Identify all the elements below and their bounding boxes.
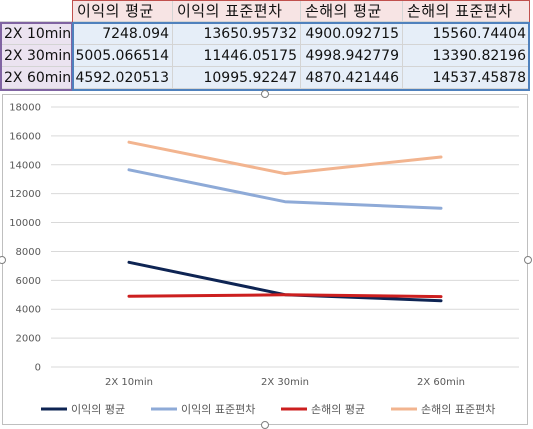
y-tick-label: 6000 — [16, 276, 41, 287]
y-tick-label: 8000 — [16, 247, 41, 258]
header-cell-loss-stdev[interactable]: 손해의 표준편차 — [403, 0, 530, 22]
legend-label: 손해의 평균 — [311, 402, 365, 416]
table-cell[interactable]: 11446.05175 — [173, 45, 301, 67]
table-cell[interactable]: 13650.95732 — [173, 23, 301, 45]
x-tick-label: 2X 30min — [261, 377, 309, 388]
row-label-cell[interactable]: 2X 60min — [0, 67, 73, 89]
resize-handle-bottom-center[interactable] — [261, 421, 269, 429]
table-cell[interactable]: 5005.066514 — [73, 45, 173, 67]
y-tick-label: 14000 — [9, 160, 41, 171]
resize-handle-middle-left[interactable] — [0, 256, 6, 264]
x-tick-label: 2X 60min — [417, 377, 465, 388]
series-line-4[interactable] — [127, 140, 443, 176]
row-label-cell[interactable]: 2X 30min — [0, 45, 73, 67]
table-cell[interactable]: 10995.92247 — [173, 67, 301, 89]
y-tick-label: 4000 — [16, 305, 41, 316]
table-cell[interactable]: 4592.020513 — [73, 67, 173, 89]
series-line-3[interactable] — [127, 293, 443, 299]
chart-series-lines — [127, 140, 443, 303]
header-cell-loss-mean[interactable]: 손해의 평균 — [301, 0, 403, 22]
chart-gridlines — [51, 106, 519, 368]
legend-label: 손해의 표준편차 — [421, 402, 495, 416]
legend-label: 이익의 평균 — [71, 403, 125, 416]
header-corner-cell[interactable] — [0, 0, 73, 22]
header-cell-profit-stdev[interactable]: 이익의 표준편차 — [173, 0, 301, 22]
chart-area[interactable]: 0 2000 4000 6000 8000 10000 12000 14000 16000 180… — [2, 94, 528, 425]
table-cell[interactable]: 4870.421446 — [301, 67, 403, 89]
y-tick-label: 18000 — [9, 103, 41, 114]
legend-label: 이익의 표준편차 — [181, 403, 255, 416]
y-tick-label: 16000 — [9, 131, 41, 142]
line-chart: 0 2000 4000 6000 8000 10000 12000 14000 16000 180… — [9, 103, 519, 416]
x-tick-label: 2X 10min — [105, 377, 153, 388]
table-cell[interactable]: 14537.45878 — [403, 67, 530, 89]
y-tick-label: 2000 — [16, 334, 41, 345]
y-tick-label: 12000 — [9, 189, 41, 200]
table-cell[interactable]: 15560.74404 — [403, 23, 530, 45]
table-cell[interactable]: 4900.092715 — [301, 23, 403, 45]
resize-handle-middle-right[interactable] — [524, 256, 532, 264]
y-tick-label: 10000 — [9, 218, 41, 229]
header-cell-profit-mean[interactable]: 이익의 평균 — [73, 0, 173, 22]
y-tick-label: 0 — [35, 363, 41, 374]
y-axis-tick-labels: 0 2000 4000 6000 8000 10000 12000 14000 16000 180… — [9, 103, 41, 374]
spreadsheet-range: 이익의 평균 이익의 표준편차 손해의 평균 손해의 표준편차 2X 10min… — [0, 0, 533, 92]
x-axis-tick-labels: 2X 10min 2X 30min 2X 60min — [105, 377, 465, 388]
row-label-cell[interactable]: 2X 10min — [0, 23, 73, 45]
table-cell[interactable]: 4998.942779 — [301, 45, 403, 67]
table-cell[interactable]: 7248.094 — [73, 23, 173, 45]
chart-legend: 이익의 평균 이익의 표준편차 손해의 평균 손해의 표준편차 — [41, 402, 495, 416]
series-line-2[interactable] — [127, 168, 443, 210]
table-cell[interactable]: 13390.82196 — [403, 45, 530, 67]
resize-handle-top-center[interactable] — [261, 90, 269, 98]
